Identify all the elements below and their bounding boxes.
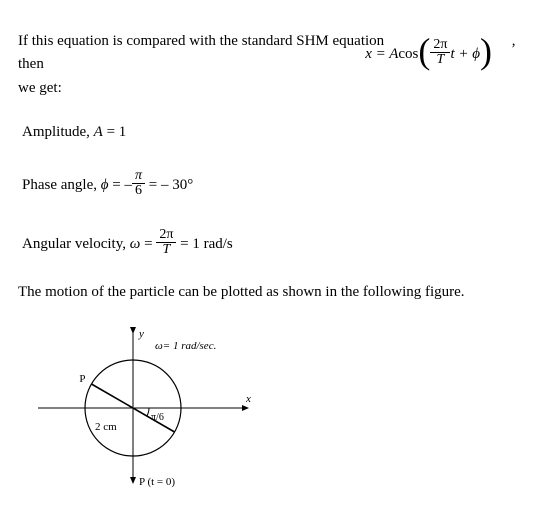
amplitude-label: Amplitude, <box>22 124 94 140</box>
svg-text:π/6: π/6 <box>151 412 164 423</box>
angular-label: Angular velocity, <box>22 235 130 251</box>
eq-mid: t + <box>450 46 472 62</box>
angular-eq1: = <box>144 235 156 251</box>
eq-phi: ϕ <box>472 46 480 62</box>
svg-text:P (t = 0): P (t = 0) <box>139 476 175 488</box>
phase-label: Phase angle, <box>22 176 101 192</box>
intro-text-2: we get: <box>18 80 62 96</box>
phase-eq2: = – 30° <box>145 176 193 192</box>
frac-pi-6: π6 <box>132 169 145 198</box>
phase-symbol: ϕ <box>101 176 113 192</box>
amplitude-value: = 1 <box>103 124 126 140</box>
frac-2pi-T-2: 2πT <box>156 228 176 257</box>
motion-text-line: The motion of the particle can be plotte… <box>18 281 530 304</box>
amplitude-line: Amplitude, A = 1 <box>22 124 530 141</box>
eq-cos: cos <box>398 46 418 62</box>
angular-symbol: ω <box>130 235 144 251</box>
amplitude-symbol: A <box>94 124 103 140</box>
intro-line-2: we get: <box>18 77 530 100</box>
motion-svg: y x ω= 1 rad/sec. P 2 cm π/6 P (t = 0) <box>38 313 268 493</box>
svg-text:P: P <box>79 373 85 385</box>
phase-line: Phase angle, ϕ = –π6 = – 30° <box>22 171 530 200</box>
frac-2pi-T: 2πT <box>430 38 450 67</box>
intro-text-1a: If this equation is compared with the st… <box>18 33 388 49</box>
svg-text:x: x <box>245 393 251 405</box>
svg-text:y: y <box>138 328 144 340</box>
svg-text:2 cm: 2 cm <box>95 421 117 433</box>
svg-text:ω= 1 rad/sec.: ω= 1 rad/sec. <box>155 340 216 352</box>
motion-text: The motion of the particle can be plotte… <box>18 284 465 300</box>
angular-eq2: = 1 rad/s <box>176 235 232 251</box>
motion-figure: y x ω= 1 rad/sec. P 2 cm π/6 P (t = 0) <box>38 313 530 498</box>
standard-shm-equation: x = Acos(2πTt + ϕ) <box>365 40 492 69</box>
phase-eq1: = – <box>112 176 132 192</box>
eq-lhs: x = A <box>365 46 398 62</box>
angular-line: Angular velocity, ω = 2πT = 1 rad/s <box>22 230 530 259</box>
